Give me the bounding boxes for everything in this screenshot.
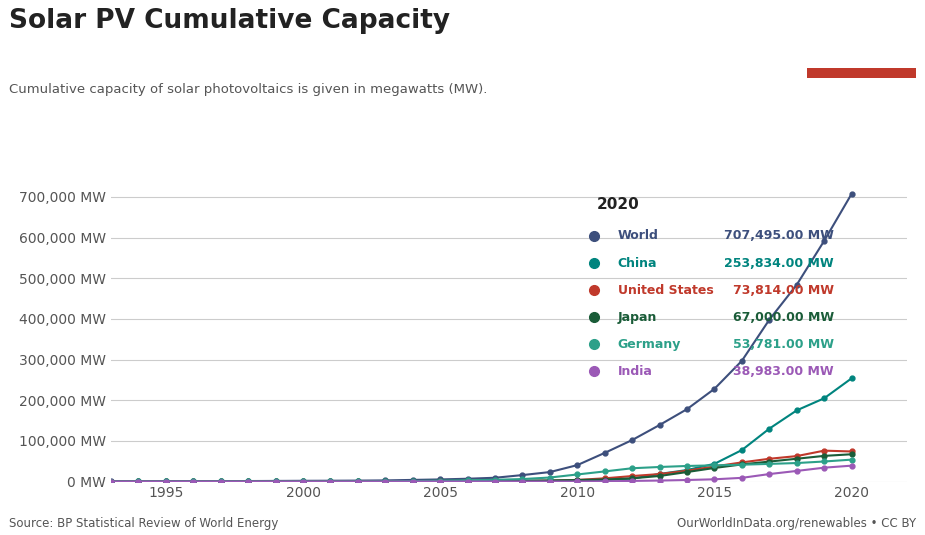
- Text: 38,983.00 MW: 38,983.00 MW: [734, 365, 833, 378]
- Text: Source: BP Statistical Review of World Energy: Source: BP Statistical Review of World E…: [9, 517, 278, 530]
- Text: United States: United States: [618, 284, 713, 296]
- Text: Solar PV Cumulative Capacity: Solar PV Cumulative Capacity: [9, 8, 450, 34]
- Text: OurWorldInData.org/renewables • CC BY: OurWorldInData.org/renewables • CC BY: [676, 517, 916, 530]
- Text: India: India: [618, 365, 652, 378]
- Bar: [807, 68, 916, 78]
- Text: China: China: [618, 256, 657, 270]
- Text: Japan: Japan: [618, 311, 657, 324]
- Text: World: World: [618, 230, 659, 242]
- Text: in Data: in Data: [839, 47, 883, 57]
- Text: 253,834.00 MW: 253,834.00 MW: [724, 256, 833, 270]
- Text: 53,781.00 MW: 53,781.00 MW: [733, 338, 833, 351]
- Text: 67,000.00 MW: 67,000.00 MW: [733, 311, 833, 324]
- Text: 2020: 2020: [597, 197, 639, 212]
- Text: 73,814.00 MW: 73,814.00 MW: [733, 284, 833, 296]
- Text: Cumulative capacity of solar photovoltaics is given in megawatts (MW).: Cumulative capacity of solar photovoltai…: [9, 83, 487, 96]
- Text: Our World: Our World: [830, 26, 893, 36]
- Text: 707,495.00 MW: 707,495.00 MW: [724, 230, 833, 242]
- Text: Germany: Germany: [618, 338, 681, 351]
